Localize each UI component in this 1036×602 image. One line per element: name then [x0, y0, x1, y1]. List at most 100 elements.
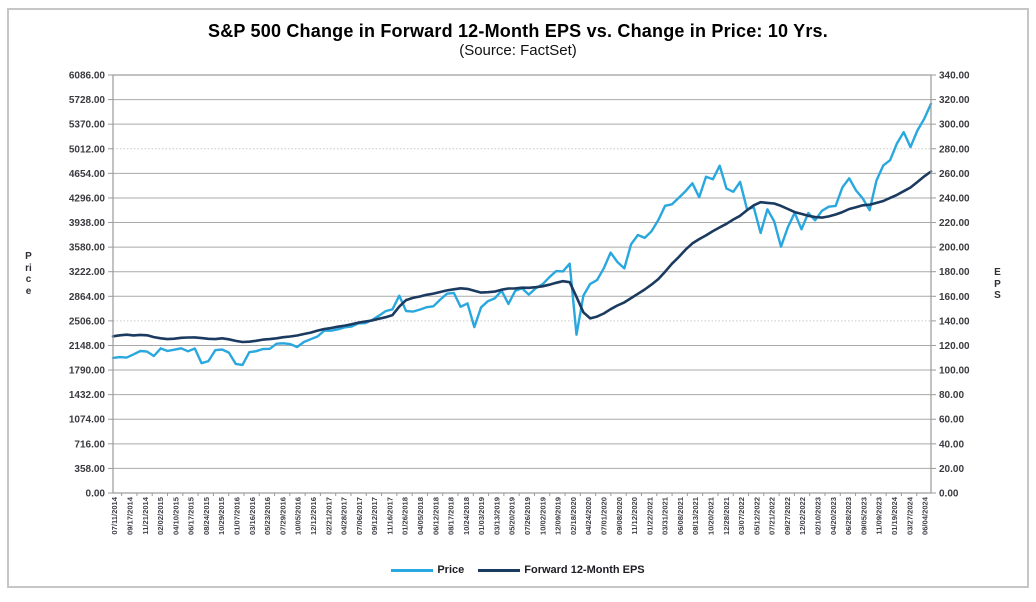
price-line [111, 102, 933, 367]
x-axis-tick-label: 01/22/2021 [645, 496, 654, 535]
x-axis-tick-label: 11/16/2017 [385, 497, 394, 535]
x-axis-labels: 07/11/2014 09/17/2014 11/21/2014 02/02/2015… [110, 493, 930, 535]
x-axis-tick-label: 07/21/2022 [768, 497, 777, 535]
left-axis-tick-label: 4296.00 [69, 193, 106, 204]
left-axis-tick-label: 1790.00 [69, 366, 106, 377]
left-axis-title: Price [25, 251, 32, 297]
right-axis-tick-label: 200.00 [939, 243, 970, 254]
legend-item-eps: Forward 12-Month EPS [478, 564, 645, 576]
x-axis-tick-label: 11/09/2023 [875, 497, 884, 535]
x-axis-tick-label: 11/21/2014 [141, 496, 150, 534]
x-axis-tick-label: 09/17/2014 [125, 496, 134, 535]
x-axis-tick-label: 07/11/2014 [110, 496, 119, 534]
x-axis-tick-label: 06/17/2015 [187, 496, 196, 535]
price-legend-label: Price [437, 564, 465, 576]
left-axis-tick-label: 6086.00 [69, 71, 106, 82]
left-axis-tick-label: 3580.00 [69, 243, 106, 254]
x-axis-tick-label: 10/29/2015 [217, 496, 226, 535]
left-axis-tick-label: 2864.00 [69, 292, 106, 303]
x-axis-tick-label: 09/08/2020 [615, 497, 624, 535]
x-axis-tick-label: 11/12/2020 [630, 497, 639, 535]
chart-title: S&P 500 Change in Forward 12-Month EPS v… [208, 21, 828, 41]
x-axis-tick-label: 09/27/2022 [783, 497, 792, 535]
x-axis-tick-label: 02/21/2017 [324, 497, 333, 535]
right-axis-tick-label: 80.00 [939, 390, 964, 401]
x-axis-tick-label: 01/03/2019 [477, 497, 486, 535]
x-axis-tick-label: 02/10/2023 [814, 497, 823, 535]
x-axis-tick-label: 12/02/2022 [798, 497, 807, 535]
x-axis-tick-label: 06/12/2018 [431, 497, 440, 535]
x-axis-tick-label: 01/26/2018 [401, 497, 410, 535]
right-axis-tick-label: 60.00 [939, 415, 964, 426]
x-axis-tick-label: 10/24/2018 [462, 497, 471, 535]
x-axis-tick-label: 03/31/2021 [661, 496, 670, 535]
right-axis-tick-label: 140.00 [939, 316, 970, 327]
x-axis-tick-label: 12/28/2021 [722, 496, 731, 535]
x-axis-tick-label: 04/28/2017 [340, 497, 349, 535]
x-axis-tick-label: 10/02/2019 [538, 497, 547, 535]
x-axis-tick-label: 01/19/2024 [890, 496, 899, 535]
x-axis-tick-label: 10/05/2016 [294, 497, 303, 535]
x-axis-tick-label: 09/05/2023 [859, 497, 868, 535]
left-axis-tick-label: 5012.00 [69, 144, 106, 155]
eps-line-swatch [478, 568, 521, 572]
x-axis-tick-label: 08/24/2015 [202, 496, 211, 535]
x-axis-tick-label: 03/16/2016 [248, 497, 257, 535]
right-axis-tick-label: 40.00 [939, 439, 964, 450]
right-axis-tick-label: 0.00 [939, 489, 959, 500]
left-axis-tick-label: 0.00 [86, 489, 106, 500]
right-axis-title: EPS [994, 267, 1001, 301]
x-axis-tick-label: 05/12/2022 [752, 497, 761, 535]
x-axis-tick-label: 07/29/2016 [278, 497, 287, 535]
right-axis-tick-label: 320.00 [939, 95, 970, 106]
right-axis-tick-label: 240.00 [939, 193, 970, 204]
x-axis-tick-label: 04/10/2015 [171, 496, 180, 535]
left-axis-tick-label: 2148.00 [69, 341, 106, 352]
left-axis-tick-label: 1432.00 [69, 390, 106, 401]
left-axis-tick-label: 5370.00 [69, 120, 106, 131]
left-axis-tick-label: 358.00 [74, 464, 105, 475]
x-axis-tick-label: 05/20/2019 [508, 497, 517, 535]
right-axis-tick-label: 120.00 [939, 341, 970, 352]
y-axis-labels: 6086.00 340.00 5728.00 320.00 5370.00 300.00 5… [69, 71, 970, 500]
right-axis-tick-label: 340.00 [939, 71, 970, 82]
left-axis-tick-label: 4654.00 [69, 169, 106, 180]
x-axis-tick-label: 10/20/2021 [706, 496, 715, 535]
x-axis-tick-label: 05/23/2016 [263, 497, 272, 535]
chart-subtitle: (Source: FactSet) [459, 42, 577, 59]
left-axis-tick-label: 1074.00 [69, 415, 106, 426]
left-axis-tick-label: 3222.00 [69, 267, 106, 278]
legend: Price Forward 12-Month EPS [0, 564, 1036, 576]
x-axis-tick-label: 09/12/2017 [370, 497, 379, 535]
right-axis-tick-label: 260.00 [939, 169, 970, 180]
x-axis-tick-label: 02/02/2015 [156, 496, 165, 535]
x-axis-tick-label: 06/08/2021 [676, 496, 685, 535]
x-axis-tick-label: 08/17/2018 [447, 497, 456, 535]
right-axis-tick-label: 100.00 [939, 366, 970, 377]
right-axis-tick-label: 180.00 [939, 267, 970, 278]
left-axis-tick-label: 3938.00 [69, 218, 106, 229]
x-axis-tick-label: 03/07/2022 [737, 497, 746, 535]
x-axis-tick-label: 04/24/2020 [584, 497, 593, 535]
legend-item-price: Price [391, 564, 464, 576]
x-axis-tick-label: 01/07/2016 [233, 497, 242, 535]
price-line-swatch [391, 568, 434, 572]
right-axis-tick-label: 160.00 [939, 292, 970, 303]
right-axis-tick-label: 220.00 [939, 218, 970, 229]
x-axis-tick-label: 12/12/2016 [309, 497, 318, 535]
eps-line [111, 170, 933, 344]
x-axis-tick-label: 07/01/2020 [599, 497, 608, 535]
x-axis-tick-label: 02/18/2020 [569, 497, 578, 535]
x-axis-tick-label: 12/09/2019 [554, 497, 563, 535]
x-axis-tick-label: 03/13/2019 [492, 497, 501, 535]
gridlines [108, 74, 936, 494]
left-axis-tick-label: 2506.00 [69, 316, 106, 327]
left-axis-tick-label: 5728.00 [69, 95, 106, 106]
x-axis-tick-label: 06/04/2024 [921, 496, 930, 535]
right-axis-tick-label: 20.00 [939, 464, 964, 475]
left-axis-tick-label: 716.00 [74, 439, 105, 450]
eps-legend-label: Forward 12-Month EPS [524, 564, 645, 576]
x-axis-tick-label: 08/13/2021 [691, 496, 700, 535]
